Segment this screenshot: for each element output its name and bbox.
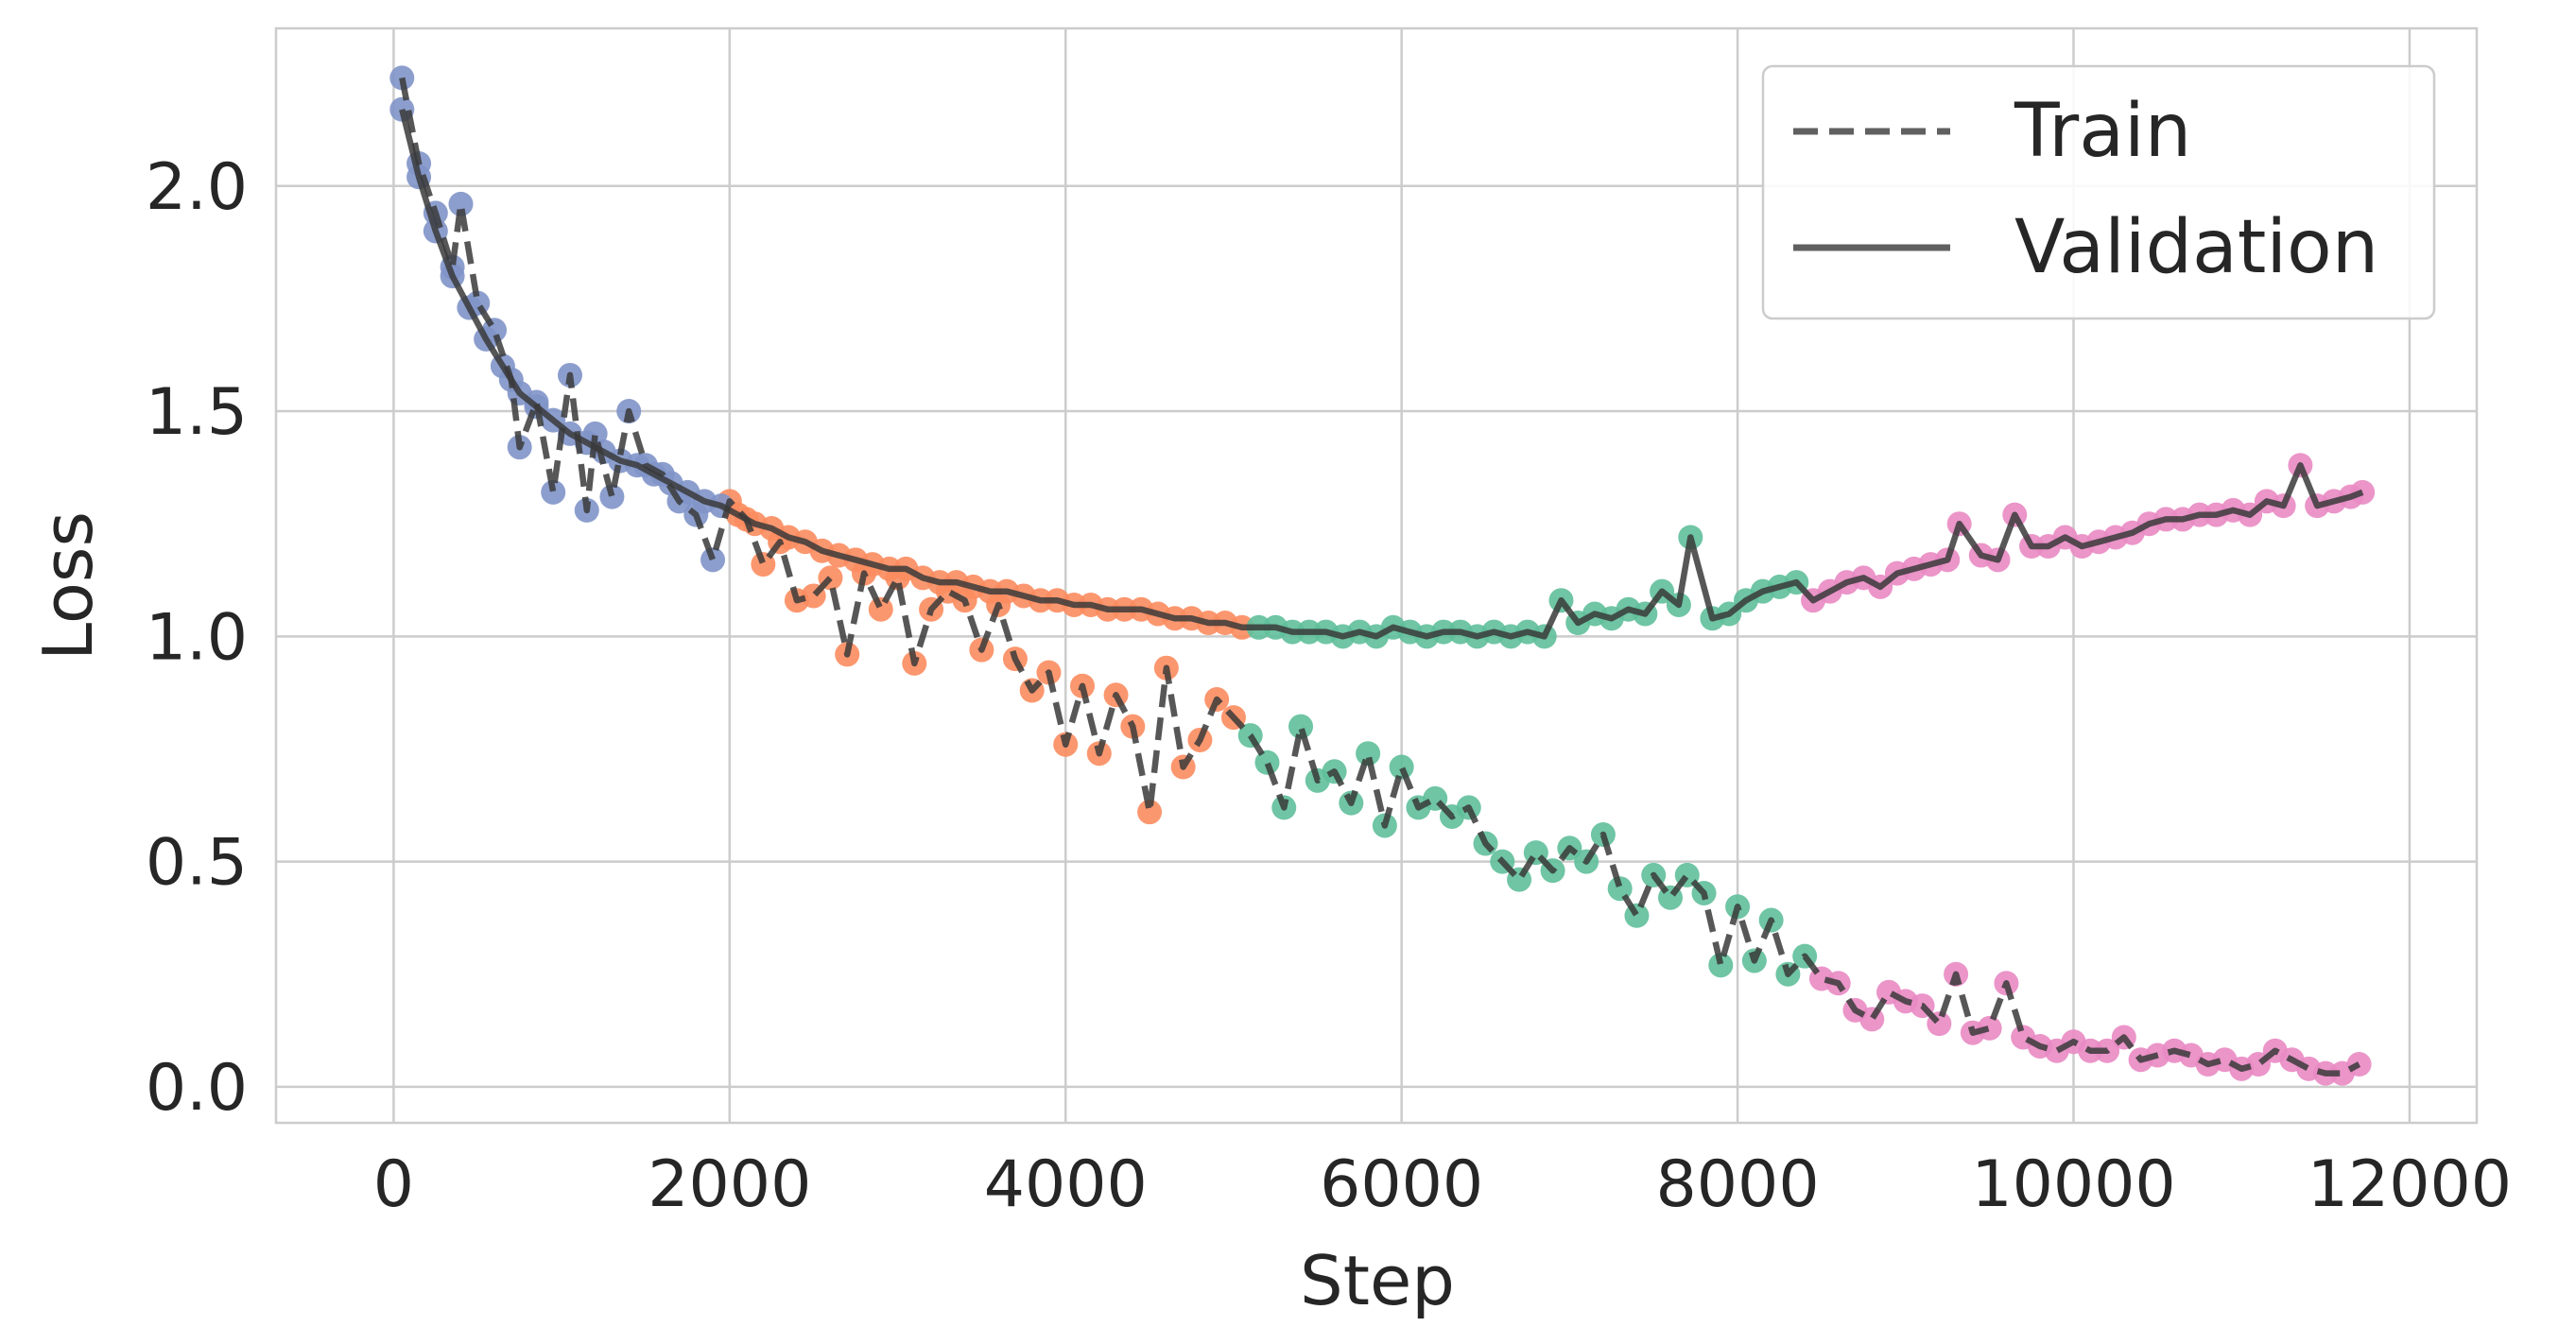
series-lines <box>399 77 2364 1077</box>
tick-labels: 0 2000 4000 6000 8000 10000 12000 0.0 0.5 1.0 1.5 2… <box>146 150 2512 1222</box>
train-point <box>1356 741 1381 767</box>
train-point <box>1708 953 1734 978</box>
y-tick-label: 0.5 <box>146 826 248 901</box>
legend: Train Validation <box>1761 64 2436 320</box>
x-tick-label: 10000 <box>1971 1147 2175 1222</box>
train-line <box>399 77 2361 1077</box>
y-tick-label: 2.0 <box>146 150 248 225</box>
legend-box <box>1761 64 2436 320</box>
train-point <box>599 484 625 509</box>
train-point <box>751 552 776 577</box>
train-point <box>1137 800 1163 825</box>
train-point <box>868 596 893 622</box>
train-point <box>1389 754 1414 780</box>
x-tick-label: 6000 <box>1320 1147 1483 1222</box>
y-axis-title: Loss <box>28 511 108 661</box>
train-point <box>541 479 566 505</box>
y-tick-label: 1.0 <box>146 600 248 675</box>
legend-train-label: Train <box>2014 89 2191 174</box>
x-tick-label: 8000 <box>1656 1147 1820 1222</box>
axes-frame <box>274 26 2479 1125</box>
validation-line <box>399 109 2364 640</box>
x-tick-label: 0 <box>373 1147 414 1222</box>
train-point <box>1254 750 1280 775</box>
plot-frame <box>274 26 2479 1125</box>
y-tick-label: 0.0 <box>146 1051 248 1126</box>
train-point <box>448 191 474 216</box>
x-tick-label: 2000 <box>648 1147 811 1222</box>
train-point <box>1288 714 1314 739</box>
y-tick-label: 1.5 <box>146 375 248 450</box>
x-tick-label: 12000 <box>2308 1147 2512 1222</box>
train-point <box>1977 1015 2002 1041</box>
legend-validation-label: Validation <box>2014 205 2378 290</box>
x-tick-label: 4000 <box>984 1147 1148 1222</box>
x-axis-title: Step <box>1300 1241 1455 1320</box>
train-point <box>700 547 726 573</box>
